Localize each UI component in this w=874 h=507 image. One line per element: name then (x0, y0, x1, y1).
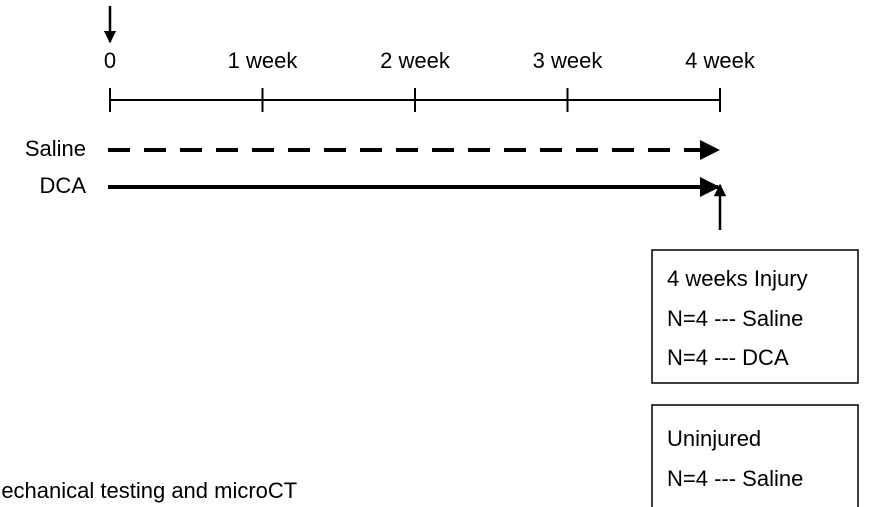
tick-label: 4 week (685, 48, 756, 73)
group-label: Saline (25, 136, 86, 161)
box (651, 404, 859, 507)
tick-label: 0 (104, 48, 116, 73)
group-label: DCA (40, 173, 87, 198)
box-line: Uninjured (667, 426, 761, 451)
box-line: N=4 --- Saline (667, 466, 803, 491)
box-line: 4 weeks Injury (667, 266, 808, 291)
footnote: Mechanical testing and microCT (0, 478, 297, 503)
box-line: N=4 --- DCA (667, 345, 789, 370)
box-line: N=4 --- Saline (667, 306, 803, 331)
tick-label: 3 week (533, 48, 604, 73)
tick-label: 2 week (380, 48, 451, 73)
tick-label: 1 week (228, 48, 299, 73)
box (651, 249, 859, 384)
timeline-ticks: 0 1 week 2 week 3 week 4 week (104, 48, 756, 112)
